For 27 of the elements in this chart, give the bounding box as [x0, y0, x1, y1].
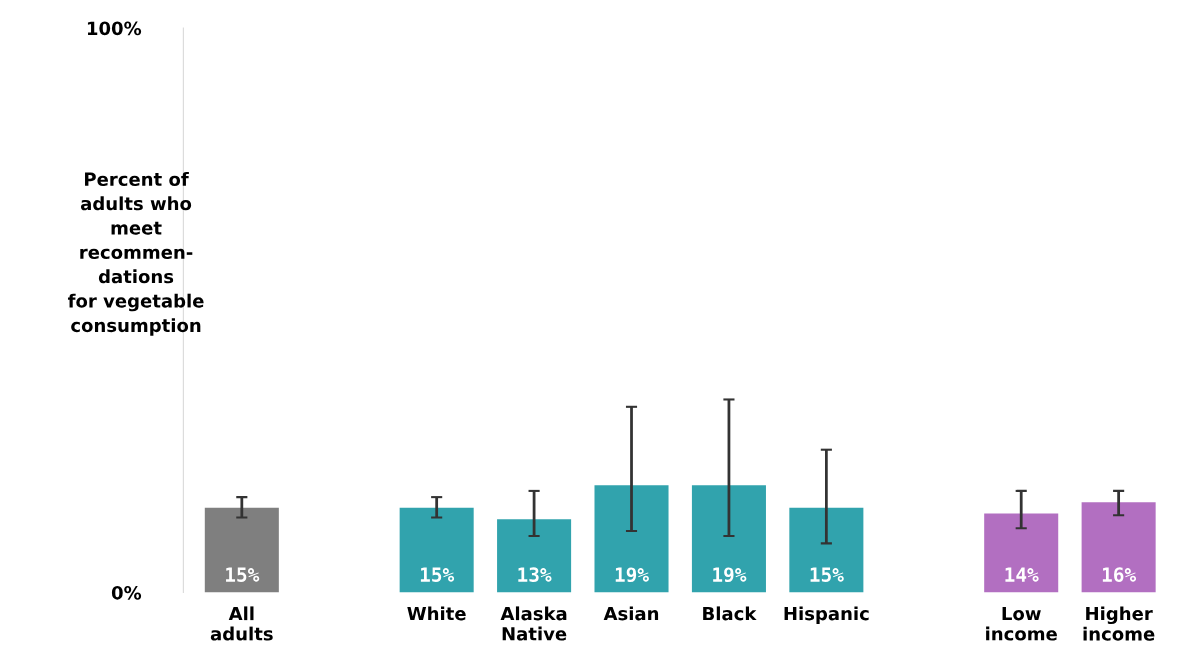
bar: [984, 513, 1059, 593]
x-tick-label: White: [407, 606, 466, 621]
bar: [1081, 502, 1156, 593]
bar: [691, 485, 766, 593]
data-label: 15%: [420, 567, 455, 582]
data-label: 15%: [226, 567, 260, 582]
y-axis-title: Percent of adults who meet recommen- dations for vegetable consumption: [67, 172, 204, 336]
x-tick-label: Asian: [603, 606, 659, 621]
data-label: 13%: [518, 567, 552, 582]
data-label: 16%: [1102, 567, 1137, 582]
bar: [789, 507, 864, 593]
data-label: 19%: [713, 567, 747, 583]
data-label: 15%: [810, 567, 844, 582]
x-tick-label: Alaska Native: [500, 606, 567, 641]
y-tick-label: 100%: [87, 21, 142, 36]
x-tick-label: Hispanic: [784, 606, 869, 624]
bar: [594, 485, 669, 593]
data-label: 19%: [615, 567, 649, 583]
x-tick-label: Low income: [986, 606, 1057, 641]
x-tick-label: Black: [703, 606, 757, 621]
bar: [497, 519, 572, 593]
bar: [204, 507, 279, 593]
x-tick-label: All adults: [210, 606, 273, 641]
y-tick-label: 0%: [111, 585, 142, 600]
x-tick-label: Higher income: [1083, 606, 1155, 641]
data-label: 14%: [1005, 567, 1039, 582]
bar: [399, 507, 474, 593]
